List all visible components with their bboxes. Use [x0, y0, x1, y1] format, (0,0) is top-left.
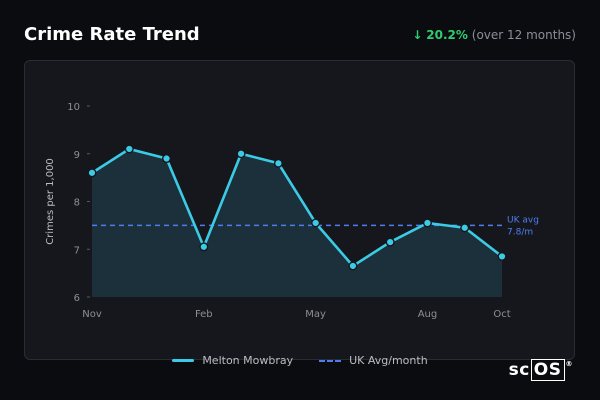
data-point	[385, 237, 395, 247]
chart-legend: Melton Mowbray UK Avg/month	[0, 354, 600, 367]
brand-boxed-text: OS	[530, 359, 565, 381]
data-point	[87, 168, 97, 178]
y-tick-label: 9	[74, 150, 80, 161]
x-tick-label: May	[305, 309, 326, 320]
brand-text: sc	[508, 360, 530, 380]
y-tick-label: 7	[74, 245, 80, 256]
x-tick-label: Aug	[418, 309, 438, 320]
legend-swatch-series	[172, 359, 195, 362]
y-tick-label: 8	[74, 198, 80, 209]
series-area	[92, 148, 502, 297]
data-point	[460, 223, 470, 233]
change-note: (over 12 months)	[471, 28, 576, 42]
chart-title: Crime Rate Trend	[24, 24, 200, 45]
x-tick-label: Feb	[195, 309, 213, 320]
reference-label-line1: UK avg	[507, 215, 539, 225]
legend-label-series: Melton Mowbray	[202, 354, 294, 367]
data-point	[348, 261, 358, 271]
legend-swatch-reference	[319, 359, 342, 362]
legend-item-series[interactable]: Melton Mowbray	[172, 354, 293, 367]
down-arrow-icon: ↓	[412, 28, 423, 42]
legend-label-reference: UK Avg/month	[349, 354, 428, 367]
y-tick-label: 6	[74, 293, 80, 304]
chart-card: 6 7 8 9 10 Crimes per 1,000 Nov Feb May Aug Oct UK …	[24, 60, 575, 360]
data-point	[199, 242, 209, 252]
reference-label-line2: 7.8/m	[507, 227, 533, 237]
x-tick-label: Nov	[82, 309, 102, 320]
legend-item-reference[interactable]: UK Avg/month	[319, 354, 428, 367]
x-tick-label: Oct	[493, 309, 510, 320]
data-point	[422, 218, 432, 228]
y-axis-label: Crimes per 1,000	[45, 158, 56, 245]
data-point	[162, 154, 172, 164]
brand-registered-mark: ®	[565, 360, 573, 368]
data-point	[497, 251, 507, 261]
line-chart: 6 7 8 9 10 Crimes per 1,000 Nov Feb May Aug Oct UK …	[45, 102, 539, 320]
change-summary: ↓ 20.2% (over 12 months)	[412, 28, 576, 42]
change-percent: 20.2%	[426, 28, 468, 42]
data-point	[311, 218, 321, 228]
data-point	[124, 144, 134, 154]
data-point	[273, 158, 283, 168]
series-line	[91, 147, 503, 268]
data-point	[236, 149, 246, 159]
brand-logo: sc OS ®	[508, 359, 573, 381]
y-tick-label: 10	[67, 102, 80, 113]
